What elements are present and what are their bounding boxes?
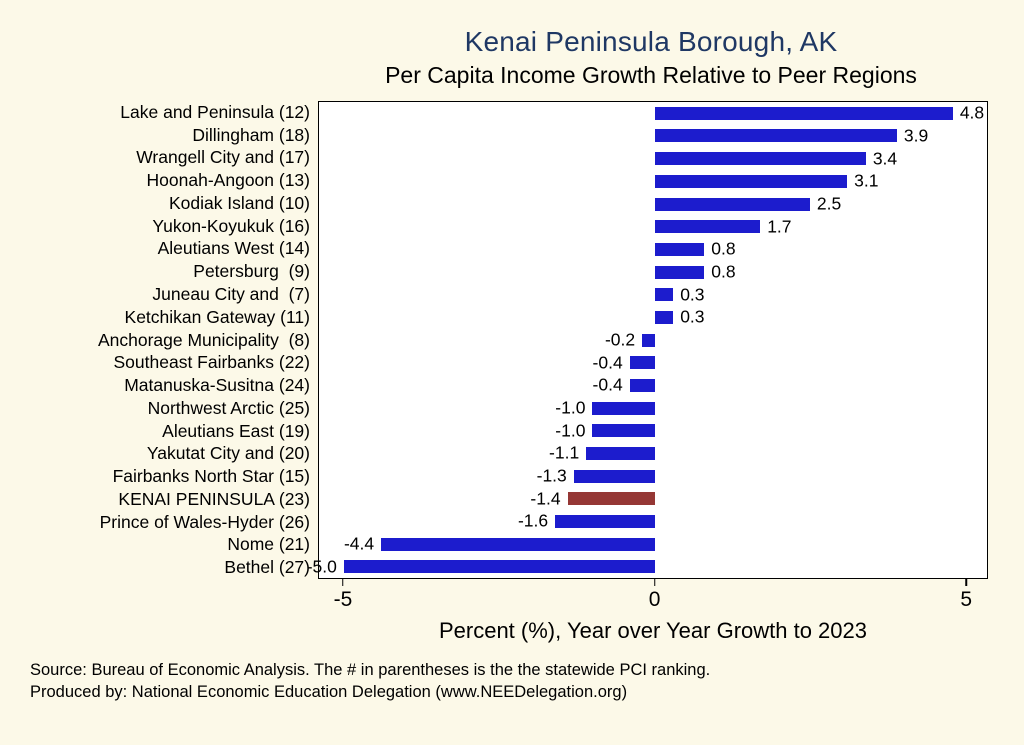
value-label: -1.1 [549,442,580,463]
bar-chart: Lake and Peninsula (12) Dillingham (18) Wr… [30,101,988,644]
x-tick-label: -5 [333,588,353,611]
category-label: Hoonah-Angoon (13) [146,170,310,191]
category-label: Bethel (27) [224,557,310,578]
value-label: -1.0 [555,397,586,418]
bar [343,560,655,574]
x-tick-mark [653,579,656,586]
category-label: Juneau City and (7) [152,284,310,304]
category-label: Ketchikan Gateway (11) [124,306,310,327]
value-label: 0.3 [680,306,705,327]
x-tick-label: 5 [960,588,973,611]
bar [629,378,655,392]
category-label: Southeast Fairbanks (22) [113,352,311,373]
value-label: -1.0 [555,420,586,441]
category-label: Matanuska-Susitna (24) [124,375,310,396]
value-label: 3.1 [854,170,879,191]
value-label: 1.7 [767,216,792,237]
plot-area: 4.8 3.9 3.4 3.1 2.5 1.7 0.8 0.8 0.3 0.3 -0.2 -0.4 -0… [307,101,988,579]
bar [381,537,655,551]
category-label: Yakutat City and (20) [146,443,310,464]
x-tick-label: 0 [648,588,661,611]
category-label: Wrangell City and (17) [136,147,310,168]
category-label: Kodiak Island (10) [168,192,310,213]
bar [654,288,674,302]
plot-column: 4.8 3.9 3.4 3.1 2.5 1.7 0.8 0.8 0.3 0.3 -0.2 -0.4 -0… [307,101,988,644]
x-tick-mark [342,579,344,586]
value-label: 3.9 [903,125,929,146]
value-label: 4.8 [959,102,985,123]
bar [573,469,655,483]
x-axis-title: Percent (%), Year over Year Growth to 20… [438,618,868,643]
bar [629,356,655,370]
category-label: Fairbanks North Star (15) [112,466,310,487]
category-label: KENAI PENINSULA (23) [118,488,310,509]
value-label: 3.4 [872,148,898,169]
category-label: Northwest Arctic (25) [147,397,310,418]
bar [654,106,953,120]
bar [654,310,674,324]
source-note: Source: Bureau of Economic Analysis. The… [30,661,711,679]
category-label: Petersburg (9) [193,261,310,282]
value-label: -4.4 [343,533,375,554]
value-label: 0.8 [711,261,736,282]
bar [654,197,810,211]
bar [654,152,866,166]
value-label: -0.4 [592,352,623,373]
x-axis: -5 0 5 [318,579,988,617]
value-label: 2.5 [816,193,842,214]
chart-subtitle: Per Capita Income Growth Relative to Pee… [385,62,917,88]
bar [654,265,705,279]
y-axis-labels: Lake and Peninsula (12) Dillingham (18) Wr… [30,101,318,579]
produced-by-note: Produced by: National Economic Education… [30,682,628,701]
value-label: -0.2 [604,329,636,350]
category-label: Nome (21) [227,534,310,555]
value-label: -5.0 [306,556,337,577]
category-label: Aleutians East (19) [162,420,310,441]
bar [642,333,655,347]
x-tick-mark [965,579,967,586]
category-label: Dillingham (18) [192,124,310,145]
bar [592,424,655,438]
category-label: Yukon-Koyukuk (16) [152,215,310,236]
bar [654,174,848,188]
category-label: Lake and Peninsula (12) [120,101,310,122]
value-label: -0.4 [592,374,623,395]
value-label: -1.4 [530,488,561,509]
footer: Source: Bureau of Economic Analysis. The… [30,660,1024,704]
category-label: Aleutians West (14) [157,238,310,259]
category-label: Anchorage Municipality (8) [97,329,310,350]
bar [654,220,761,234]
bar [586,446,655,460]
bar [654,242,705,256]
bar [592,401,655,415]
bar [555,514,655,528]
category-label: Prince of Wales-Hyder (26) [99,511,310,532]
bar [654,129,897,143]
value-label: 0.8 [711,238,736,259]
value-label: 0.3 [680,284,705,305]
chart-title: Kenai Peninsula Borough, AK [464,26,838,57]
value-label: -1.6 [517,510,549,531]
value-label: -1.3 [536,465,567,486]
bar-highlighted [567,492,655,506]
